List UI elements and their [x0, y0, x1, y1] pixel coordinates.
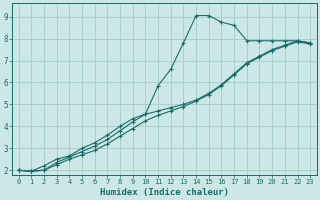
X-axis label: Humidex (Indice chaleur): Humidex (Indice chaleur) [100, 188, 229, 197]
